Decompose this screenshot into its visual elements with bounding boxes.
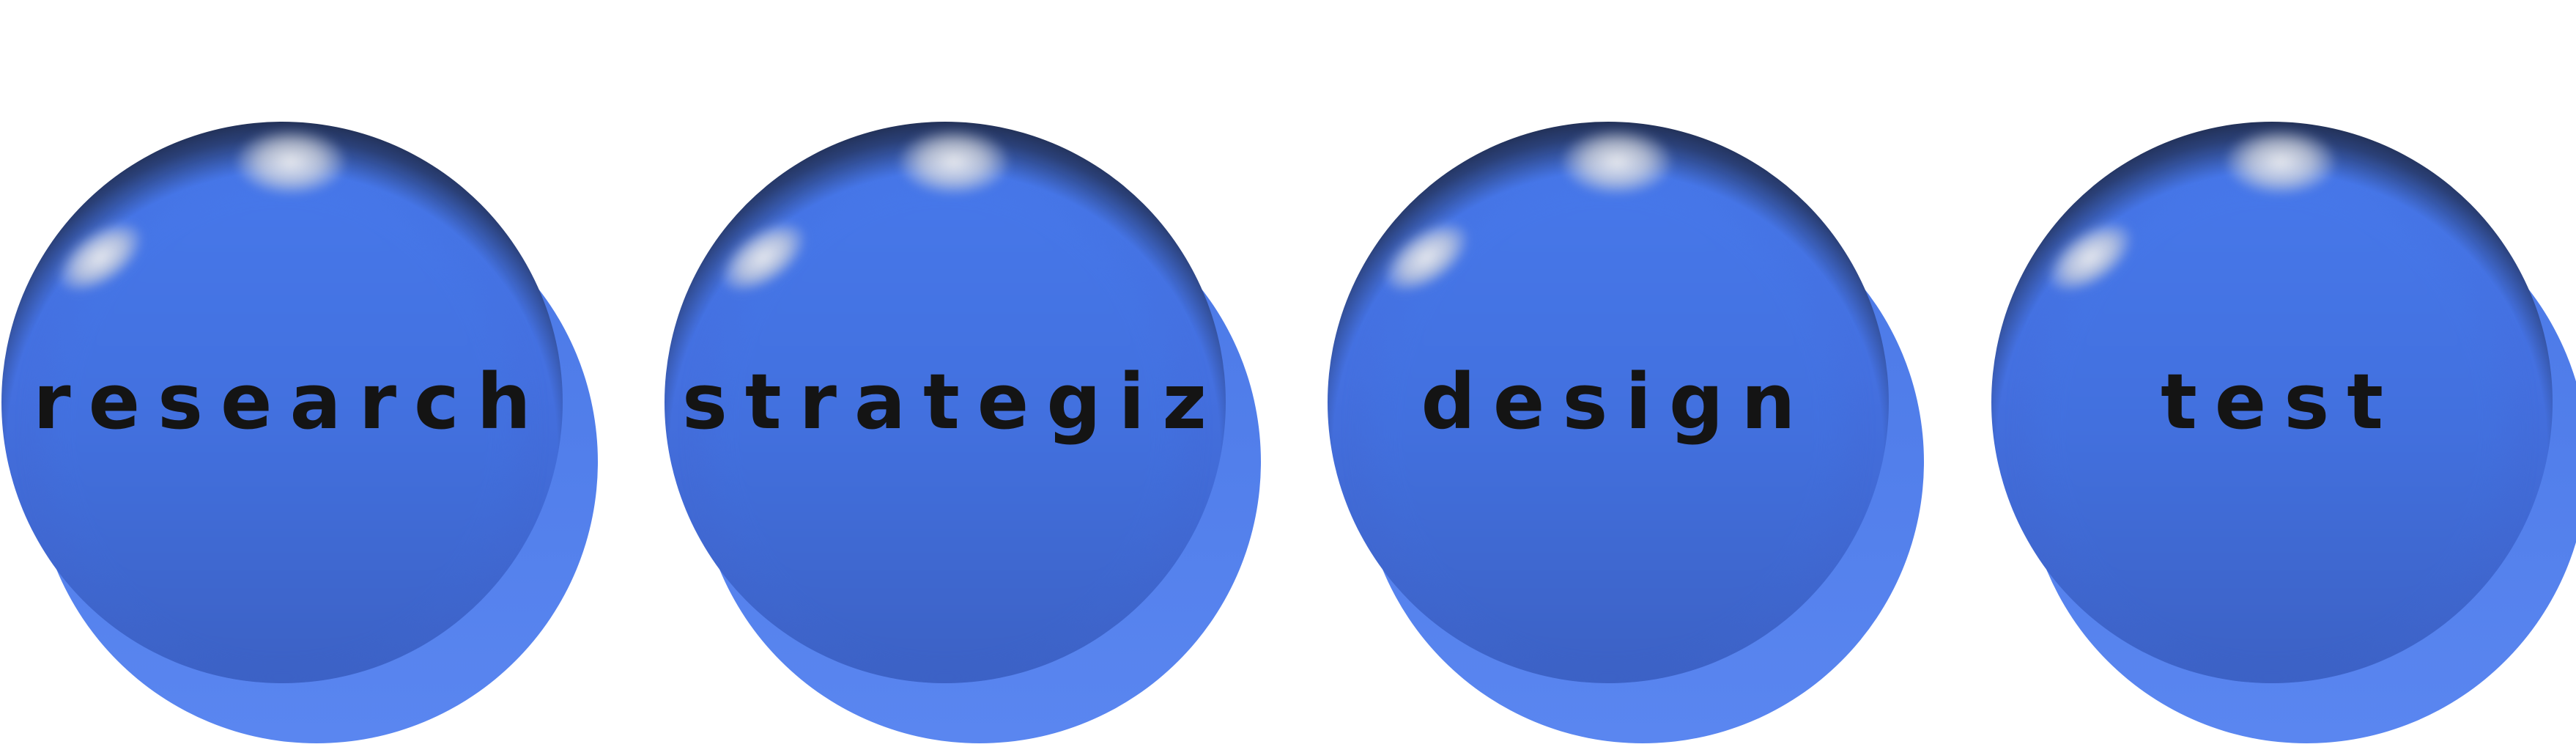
step-label: test xyxy=(2161,357,2401,446)
highlight-glint xyxy=(1562,129,1672,195)
highlight-glint xyxy=(899,129,1009,195)
step-research: research xyxy=(0,122,598,747)
step-front-circle: research xyxy=(1,122,563,683)
step-strategize: strategize xyxy=(663,122,1261,747)
step-label: design xyxy=(1421,357,1813,446)
step-label: strategize xyxy=(682,357,1226,446)
highlight-glint xyxy=(236,129,346,195)
step-test: test xyxy=(1990,122,2576,747)
step-design: design xyxy=(1326,122,1924,747)
step-label: research xyxy=(33,357,549,446)
step-front-circle: test xyxy=(1991,122,2553,683)
step-front-circle: strategize xyxy=(665,122,1226,683)
step-front-circle: design xyxy=(1328,122,1889,683)
highlight-glint xyxy=(2226,129,2336,195)
